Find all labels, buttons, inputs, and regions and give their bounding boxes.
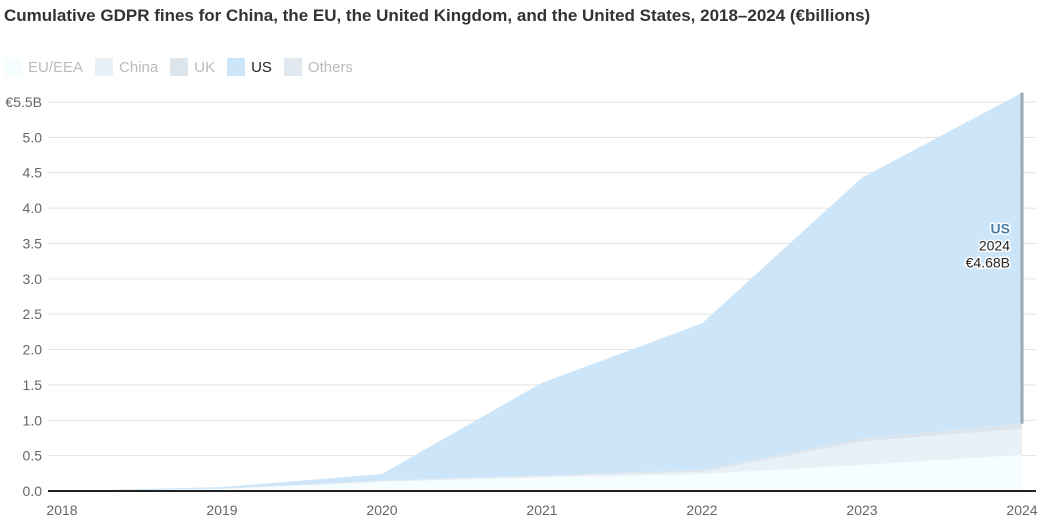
- y-tick-label: 5.0: [23, 129, 43, 145]
- legend-label: EU/EEA: [28, 58, 84, 76]
- y-tick-label: 0.5: [23, 448, 43, 464]
- chart-title: Cumulative GDPR fines for China, the EU,…: [4, 6, 871, 25]
- y-tick-label: 0.0: [23, 483, 43, 499]
- legend-label: UK: [194, 58, 216, 76]
- x-tick-label: 2020: [366, 502, 397, 518]
- legend-swatch: [170, 58, 189, 76]
- y-tick-label: 4.5: [23, 165, 43, 181]
- legend-item-uk[interactable]: UK: [170, 58, 215, 76]
- legend-item-us[interactable]: US: [227, 58, 272, 76]
- legend-swatch: [283, 58, 302, 76]
- x-tick-label: 2022: [686, 502, 717, 518]
- legend-swatch: [95, 58, 114, 76]
- area-china[interactable]: [62, 428, 1022, 491]
- y-tick-label: 1.5: [23, 377, 43, 393]
- x-tick-label: 2023: [846, 502, 877, 518]
- y-tick-label: 3.0: [23, 271, 43, 287]
- legend-item-others[interactable]: Others: [283, 58, 353, 76]
- x-tick-label: 2024: [1006, 502, 1037, 518]
- x-tick-label: 2018: [46, 502, 77, 518]
- annotation-text: 2024: [979, 237, 1010, 253]
- x-tick-label: 2021: [526, 502, 557, 518]
- annotation-text: US: [991, 220, 1010, 236]
- area-us[interactable]: [62, 92, 1022, 492]
- x-tick-label: 2019: [206, 502, 237, 518]
- y-tick-label: €5.5B: [5, 94, 42, 110]
- legend-label: Others: [307, 58, 353, 76]
- area-eueea[interactable]: [62, 454, 1022, 491]
- y-tick-label: 2.5: [23, 306, 43, 322]
- y-tick-label: 1.0: [23, 412, 43, 428]
- legend-label: US: [251, 58, 272, 76]
- legend-item-china[interactable]: China: [95, 58, 158, 76]
- legend-item-eueea[interactable]: EU/EEA: [4, 58, 83, 76]
- y-tick-label: 3.5: [23, 235, 43, 251]
- y-tick-label: 2.0: [23, 342, 43, 358]
- y-tick-label: 4.0: [23, 200, 43, 216]
- annotation-text: €4.68B: [966, 254, 1010, 270]
- legend-label: China: [119, 58, 159, 76]
- legend-swatch: [227, 58, 246, 76]
- legend-swatch: [4, 58, 22, 76]
- legend: EU/EEA China UK US Others: [4, 58, 353, 76]
